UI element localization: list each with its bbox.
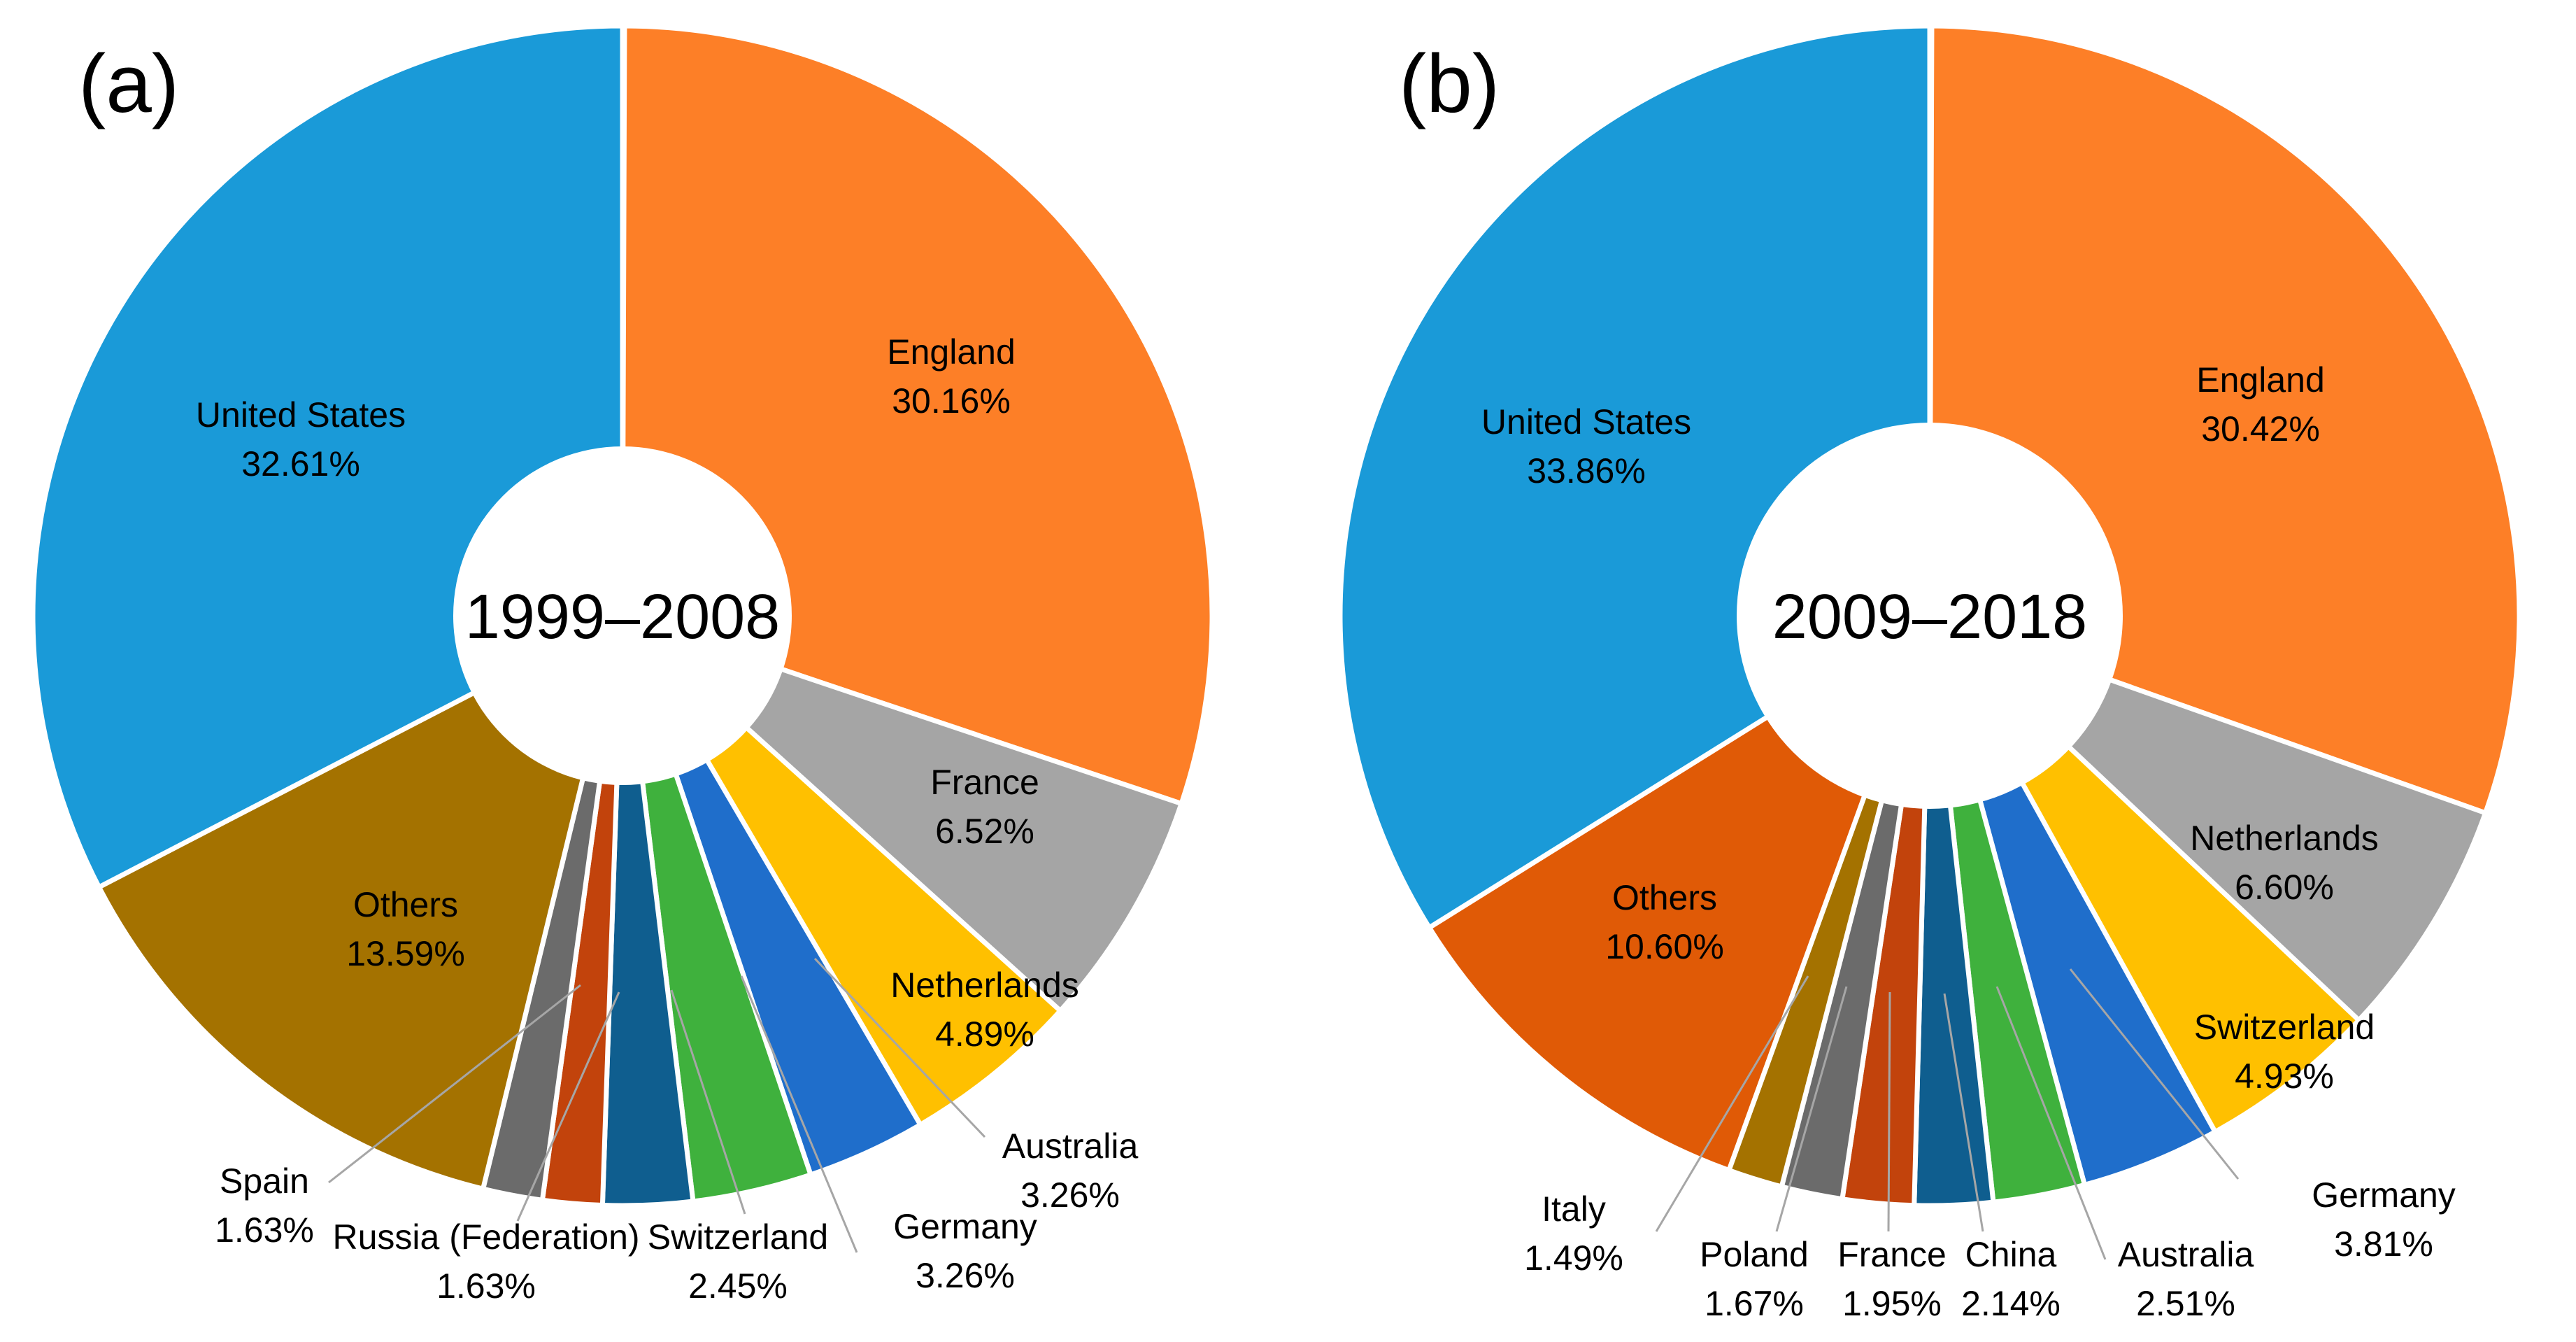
leader-line-poland [1775, 986, 1848, 1232]
leader-line-italy [1655, 975, 1809, 1232]
slice-value: 32.61% [241, 444, 360, 483]
slice-label-switzerland: Switzerland 4.93% [2194, 1008, 2375, 1096]
slice-name: Switzerland [648, 1217, 828, 1257]
slice-name: Germany [893, 1207, 1037, 1246]
leader-line-switzerland [670, 989, 746, 1215]
slice-value: 3.81% [2334, 1224, 2433, 1264]
slice-label-england: England 30.16% [887, 332, 1016, 421]
leader-line-russia-federation [516, 991, 620, 1222]
slice-label-australia: Australia 3.26% [1002, 1126, 1139, 1215]
slice-label-united-states: United States 33.86% [1481, 402, 1691, 490]
slice-name: England [887, 332, 1016, 372]
slice-label-france: France 1.95% [1837, 1235, 1947, 1323]
slice-name: Poland [1700, 1235, 1809, 1274]
leader-line-china [1943, 993, 1984, 1232]
leader-line-germany [2069, 968, 2240, 1180]
slice-value: 10.60% [1605, 927, 1724, 966]
slice-value: 1.95% [1842, 1284, 1942, 1323]
slice-label-england: England 30.42% [2196, 360, 2325, 448]
slice-name: Netherlands [890, 966, 1079, 1005]
leader-line-spain [328, 984, 581, 1184]
donut-hole [1737, 423, 2123, 809]
slice-name: England [2196, 360, 2325, 400]
slice-name: Netherlands [2190, 819, 2379, 858]
pie-slice-others [97, 613, 625, 1192]
panel-b: 2009–2018 (b) England 30.42% Netherlands 6.60… [1337, 23, 2522, 1323]
slice-label-france: France 6.52% [930, 763, 1039, 851]
slice-value: 4.89% [935, 1015, 1034, 1054]
slice-name: Australia [1002, 1126, 1139, 1166]
slice-name: France [930, 763, 1039, 802]
center-label: 1999–2008 [465, 582, 780, 652]
slice-value: 1.63% [436, 1266, 536, 1306]
slice-name: United States [196, 395, 406, 435]
panel-letter: (b) [1399, 38, 1500, 130]
slice-label-united-states: United States 32.61% [196, 395, 406, 483]
slice-value: 1.67% [1705, 1284, 1804, 1323]
slice-name: China [1965, 1235, 2057, 1274]
leader-line-australia [1995, 986, 2107, 1260]
slice-name: Switzerland [2194, 1008, 2375, 1047]
slice-value: 30.42% [2201, 409, 2320, 448]
slice-value: 6.52% [935, 812, 1034, 851]
slice-label-china: China 2.14% [1961, 1235, 2061, 1323]
slice-label-netherlands: Netherlands 4.89% [890, 966, 1079, 1054]
donut-hole [453, 446, 792, 785]
leader-line-germany [740, 975, 858, 1253]
slice-label-netherlands: Netherlands 6.60% [2190, 819, 2379, 907]
slice-value: 4.93% [2235, 1057, 2334, 1096]
slice-value: 13.59% [346, 934, 465, 973]
slice-label-spain: Spain 1.63% [215, 1161, 314, 1250]
slice-label-italy: Italy 1.49% [1524, 1189, 1623, 1278]
slice-name: Spain [220, 1161, 309, 1201]
slice-label-germany: Germany 3.81% [2312, 1175, 2456, 1264]
slice-name: Others [353, 885, 458, 924]
slice-name: France [1837, 1235, 1947, 1274]
slice-label-germany: Germany 3.26% [893, 1207, 1037, 1295]
leader-line-france [1887, 991, 1891, 1232]
slice-value: 1.49% [1524, 1238, 1623, 1278]
slice-label-others: Others 10.60% [1605, 878, 1724, 966]
panel-letter: (a) [78, 38, 179, 130]
center-label: 2009–2018 [1772, 582, 2087, 652]
slice-value: 33.86% [1527, 451, 1646, 490]
slice-name: Italy [1542, 1189, 1606, 1229]
slice-label-russia-federation: Russia (Federation) 1.63% [332, 1217, 639, 1306]
slice-name: Russia (Federation) [332, 1217, 639, 1257]
slice-label-australia: Australia 2.51% [2118, 1235, 2254, 1323]
slice-value: 2.45% [688, 1266, 788, 1306]
slice-name: Others [1612, 878, 1717, 917]
slice-label-poland: Poland 1.67% [1700, 1235, 1809, 1323]
slice-name: Australia [2118, 1235, 2254, 1274]
slice-name: United States [1481, 402, 1691, 442]
slice-value: 2.51% [2136, 1284, 2235, 1323]
slice-value: 6.60% [2235, 868, 2334, 907]
slice-value: 2.14% [1961, 1284, 2061, 1323]
slice-value: 30.16% [892, 381, 1011, 421]
slice-label-others: Others 13.59% [346, 885, 465, 973]
slice-value: 3.26% [1020, 1175, 1120, 1215]
slice-value: 1.63% [215, 1210, 314, 1250]
slice-label-switzerland: Switzerland 2.45% [648, 1217, 828, 1306]
panel-a: 1999–2008 (a) England 30.16% France 6.52% Neth… [30, 23, 1215, 1306]
pie-slice-france [620, 613, 1184, 1014]
slice-name: Germany [2312, 1175, 2456, 1215]
leader-line-australia [813, 957, 986, 1138]
slice-value: 3.26% [916, 1256, 1015, 1295]
